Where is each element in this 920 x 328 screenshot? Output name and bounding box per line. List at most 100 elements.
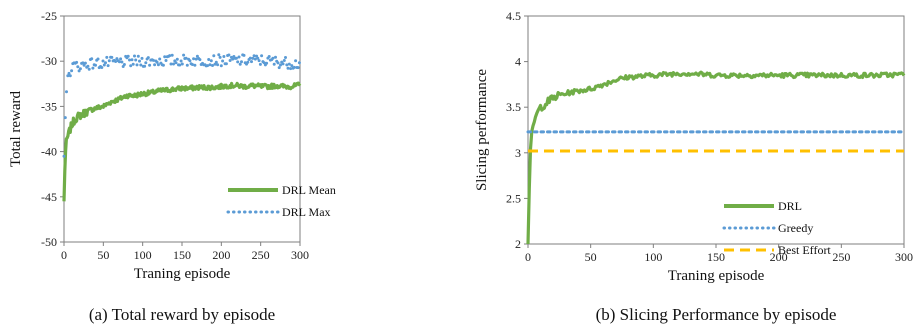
series-point-drl-max xyxy=(260,54,264,58)
y-tick-label: -35 xyxy=(41,99,57,113)
series-point-drl-max xyxy=(140,56,144,60)
series-point-drl-max xyxy=(262,61,266,65)
series-point-drl-max xyxy=(237,55,241,59)
x-tick-label: 200 xyxy=(212,248,230,262)
chart-panel-b: 0 50 100 150 200 250 300 2 2.5 3 3.5 4 4.5 Traning ep… xyxy=(474,9,913,324)
series-point-drl-max xyxy=(70,69,74,73)
x-tick-label: 50 xyxy=(97,248,109,262)
series-point-drl-max xyxy=(207,58,211,61)
x-tick-label: 300 xyxy=(291,248,309,262)
series-point-drl-max xyxy=(265,61,269,65)
series-point-drl-max xyxy=(255,54,259,58)
legend-label: DRL Mean xyxy=(282,183,336,197)
series-point-drl-max xyxy=(208,63,212,67)
series-point-drl-max xyxy=(252,54,256,58)
series-point-drl-max xyxy=(75,60,79,64)
series-point-drl-max xyxy=(134,58,138,62)
legend-label: DRL xyxy=(778,199,802,213)
series-point-drl-max xyxy=(164,59,168,62)
series-point-drl-max xyxy=(83,61,87,65)
series-point-drl-max xyxy=(276,61,280,65)
series-point-drl-max xyxy=(122,63,126,66)
series-point-drl-max xyxy=(156,63,160,67)
series-point-drl-max xyxy=(236,60,240,64)
x-tick-label: 100 xyxy=(134,248,152,262)
series-point-drl-max xyxy=(228,59,232,62)
series-point-drl-max xyxy=(221,59,225,63)
series-point-drl-max xyxy=(217,53,221,57)
series-point-drl-max xyxy=(76,65,80,69)
y-axis-label: Total reward xyxy=(8,91,24,167)
series-point-drl-max xyxy=(144,61,148,65)
series-point-drl-max xyxy=(136,54,140,58)
series-point-drl-max xyxy=(174,61,178,65)
x-axis-label: Traning episode xyxy=(668,268,765,284)
series-line-drl-mean xyxy=(62,81,302,202)
series-point-drl-max xyxy=(251,56,255,60)
y-tick-label: -45 xyxy=(41,190,57,204)
series-point-drl-max xyxy=(163,55,167,59)
series-point-drl-max xyxy=(86,64,90,68)
legend-entry-drl: DRL xyxy=(724,199,802,213)
series-point-drl-max xyxy=(184,56,188,60)
x-tick-label: 0 xyxy=(61,248,67,262)
series-point-drl-max xyxy=(138,59,141,63)
y-tick-label: -40 xyxy=(41,145,57,159)
series-point-drl-max xyxy=(161,63,165,67)
legend-entry-best-effort: Best Effort xyxy=(724,243,831,257)
series-point-drl-max xyxy=(107,59,111,63)
series-point-drl-max xyxy=(297,61,301,65)
series-point-drl-max xyxy=(148,63,152,67)
series-point-drl-max xyxy=(286,66,290,70)
legend-entry-drl-mean: DRL Mean xyxy=(228,183,336,197)
series-point-drl-max xyxy=(185,63,189,67)
y-tick-label: -50 xyxy=(41,235,57,249)
legend-entry-greedy: Greedy xyxy=(722,221,813,235)
series-point-drl-max xyxy=(178,63,182,67)
series-point-drl-max xyxy=(119,57,123,61)
series-point-drl-max xyxy=(211,64,214,67)
series-point-drl-max xyxy=(284,56,287,59)
series-point-drl-max xyxy=(120,60,124,64)
series-point-drl-max xyxy=(110,55,114,59)
series-point-drl-max xyxy=(289,67,293,71)
x-tick-label: 50 xyxy=(585,250,597,264)
legend-label: Greedy xyxy=(778,221,813,235)
legend-label: Best Effort xyxy=(778,243,831,257)
series-point-drl-max xyxy=(65,90,68,94)
figure-caption: (b) Slicing Performance by episode xyxy=(596,305,837,324)
x-tick-label: 200 xyxy=(770,250,788,264)
series-point-drl-max xyxy=(209,59,213,63)
series-point-drl-max xyxy=(67,71,71,75)
series-point-drl-max xyxy=(227,53,231,57)
series-point-drl-max xyxy=(272,62,276,66)
series-point-drl-max xyxy=(294,59,298,63)
series-point-drl-max xyxy=(194,57,198,61)
x-tick-label: 150 xyxy=(173,248,191,262)
series-point-drl-max xyxy=(222,55,226,58)
series-point-drl-max xyxy=(296,66,300,70)
series-point-drl-max xyxy=(153,63,157,67)
series-point-drl-max xyxy=(106,64,110,68)
series-point-drl-max xyxy=(139,63,143,67)
series-point-drl-max xyxy=(101,59,105,63)
series-point-drl-max xyxy=(133,54,136,58)
series-point-drl-max xyxy=(175,57,179,61)
series-point-drl-max xyxy=(130,58,134,62)
series-point-drl-max xyxy=(179,59,183,63)
x-tick-label: 250 xyxy=(252,248,270,262)
series-point-drl-max xyxy=(158,57,162,61)
series-drl-max xyxy=(62,53,301,158)
legend-label: DRL Max xyxy=(282,205,331,219)
y-tick-label: -25 xyxy=(41,9,57,23)
series-point-drl-max xyxy=(285,63,289,67)
series-point-drl-max xyxy=(180,62,184,66)
series-point-drl-max xyxy=(146,56,150,60)
series-point-drl-max xyxy=(188,59,192,63)
series-point-drl-max xyxy=(126,54,130,58)
series-point-drl-max xyxy=(151,58,155,62)
series-point-drl-max xyxy=(248,56,252,60)
series-point-drl-max xyxy=(282,59,286,62)
x-tick-label: 100 xyxy=(644,250,662,264)
